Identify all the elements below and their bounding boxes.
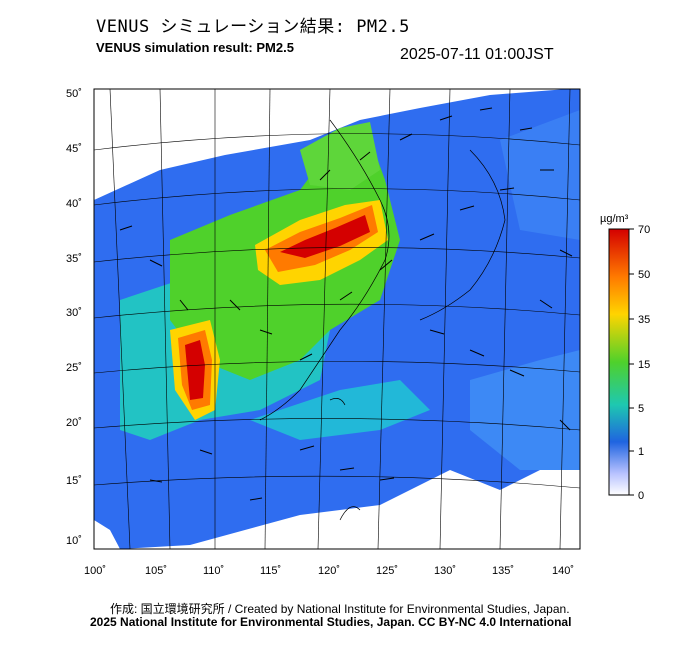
lon-axis: 100˚ 105˚ 110˚ 115˚ 120˚ 125˚ 130˚ 135˚ … bbox=[84, 565, 574, 577]
lon-tick-125: 125˚ bbox=[376, 565, 398, 577]
lat-tick-35: 35˚ bbox=[66, 253, 82, 265]
colorbar-label-35: 35 bbox=[638, 314, 650, 326]
lon-tick-110: 110˚ bbox=[203, 565, 224, 577]
lat-tick-50: 50˚ bbox=[66, 88, 82, 100]
colorbar-unit: µg/m³ bbox=[600, 213, 629, 225]
lat-tick-45: 45˚ bbox=[66, 143, 82, 155]
concentration-field bbox=[94, 89, 580, 549]
colorbar-gradient bbox=[608, 228, 630, 496]
lat-tick-25: 25˚ bbox=[66, 362, 82, 374]
colorbar-label-70: 70 bbox=[638, 224, 650, 236]
lon-tick-105: 105˚ bbox=[145, 565, 167, 577]
lat-tick-15: 15˚ bbox=[66, 475, 82, 487]
title-japanese: VENUS シミュレーション結果: PM2.5 bbox=[96, 17, 410, 37]
lon-tick-115: 115˚ bbox=[260, 565, 281, 577]
timestamp: 2025-07-11 01:00JST bbox=[400, 46, 554, 63]
lon-tick-130: 130˚ bbox=[434, 565, 456, 577]
colorbar-label-5: 5 bbox=[638, 403, 644, 415]
lon-tick-135: 135˚ bbox=[492, 565, 514, 577]
lon-tick-120: 120˚ bbox=[318, 565, 340, 577]
map-frame bbox=[93, 88, 581, 550]
lat-tick-30: 30˚ bbox=[66, 307, 82, 319]
lat-tick-40: 40˚ bbox=[66, 198, 82, 210]
colorbar-label-1: 1 bbox=[638, 446, 644, 458]
lon-tick-140: 140˚ bbox=[552, 565, 574, 577]
colorbar-label-0: 0 bbox=[638, 490, 644, 502]
credit-line: 作成: 国立環境研究所 / Created by National Instit… bbox=[110, 602, 570, 616]
colorbar-label-15: 15 bbox=[638, 359, 650, 371]
colorbar: µg/m³ 70 50 35 15 5 1 0 bbox=[600, 213, 650, 502]
license-line: 2025 National Institute for Environmenta… bbox=[90, 615, 572, 629]
lat-axis: 50˚ 45˚ 40˚ 35˚ 30˚ 25˚ 20˚ 15˚ 10˚ bbox=[66, 88, 82, 547]
lat-tick-20: 20˚ bbox=[66, 417, 82, 429]
title-english: VENUS simulation result: PM2.5 bbox=[96, 40, 294, 55]
lat-tick-10: 10˚ bbox=[66, 535, 82, 547]
lon-tick-100: 100˚ bbox=[84, 565, 106, 577]
colorbar-label-50: 50 bbox=[638, 269, 650, 281]
